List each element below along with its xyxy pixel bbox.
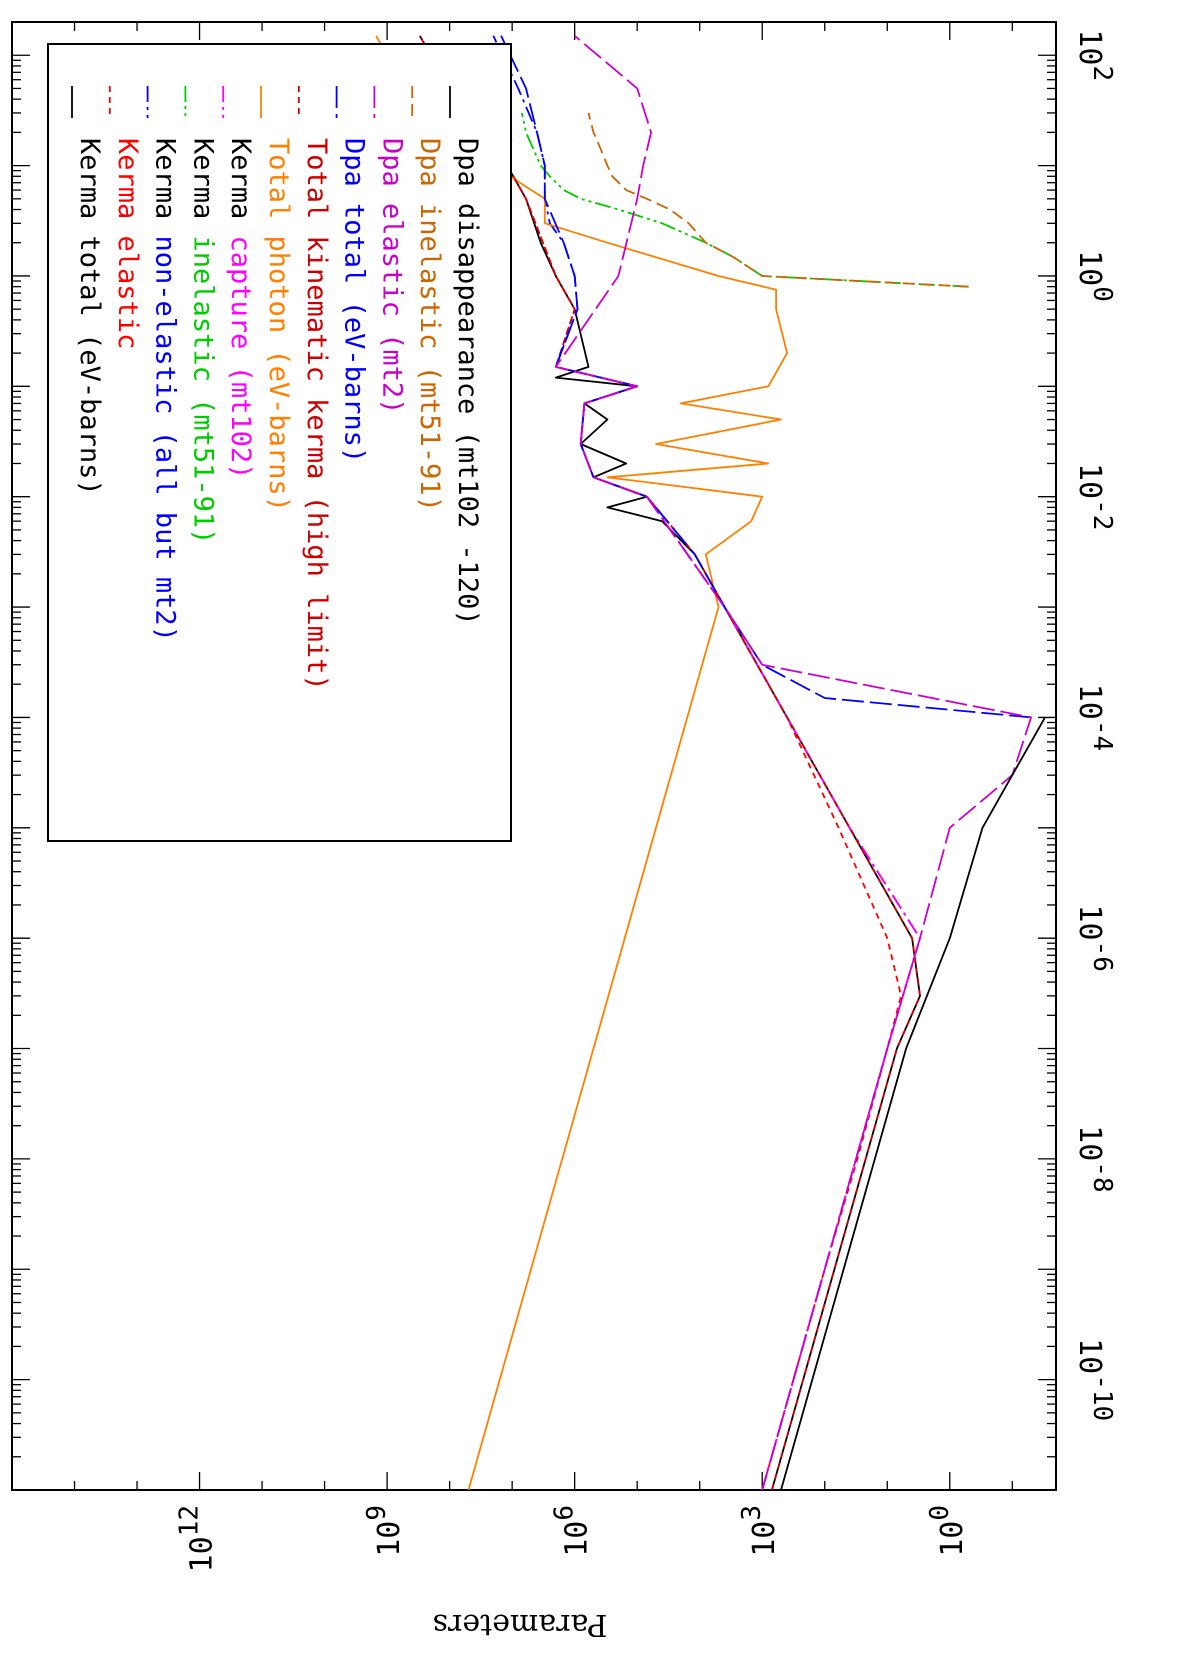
tick-marks (11, 21, 1056, 1491)
x-tick-label: 102 (1072, 29, 1117, 81)
y-tick-label: 109 (362, 1505, 407, 1557)
x-tick-label: 10-8 (1072, 1125, 1117, 1192)
series-line-9 (554, 35, 1032, 1490)
x-tick-labels: 10-10 10-8 10-6 10-4 10-2 100 102 (1072, 29, 1117, 1421)
plot-frame (11, 21, 1057, 1491)
x-tick-label: 10-10 (1072, 1338, 1117, 1421)
series-line-4 (520, 112, 969, 288)
series-layer (375, 35, 1046, 1490)
y-tick-label: 100 (925, 1505, 970, 1557)
legend-entry-5: Kerma capture (mt102) (225, 138, 256, 479)
legend-entry-4: Kerma inelastic (mt51-91) (187, 138, 218, 544)
series-line-5 (555, 366, 921, 1490)
x-tick-label: 10-4 (1072, 684, 1117, 751)
legend-entry-1: Kerma total (eV-barns) (74, 138, 105, 496)
legend-entry-2: Kerma elastic (112, 138, 143, 349)
series-line-8 (500, 35, 1032, 719)
legend-entry-8: Dpa total (eV-barns) (339, 138, 370, 463)
y-tick-labels: 100 103 106 109 1012 (175, 1505, 970, 1572)
legend-entry-7: Total kinematic kerma (high limit) (301, 138, 332, 691)
legend: Kerma total (eV-barns)Kerma elasticKerma… (47, 43, 512, 842)
x-tick-label: 10-2 (1072, 463, 1117, 530)
y-tick-label: 1012 (175, 1505, 220, 1572)
y-axis-title: Parameters (433, 1607, 608, 1642)
legend-entry-9: Dpa elastic (mt2) (376, 138, 407, 414)
series-line-3 (492, 35, 921, 1490)
series-line-10 (587, 112, 969, 288)
legend-entry-6: Total photon (eV-barns) (263, 138, 294, 512)
legend-box (47, 43, 512, 842)
x-tick-label: 100 (1072, 250, 1117, 302)
series-line-11 (780, 716, 1046, 1490)
legend-entry-11: Dpa disappearance (mt102 -120) (452, 138, 483, 626)
y-tick-label: 106 (550, 1505, 595, 1557)
x-tick-label: 10-6 (1072, 904, 1117, 971)
legend-entry-3: Kerma non-elastic (all but mt2) (150, 138, 181, 642)
y-tick-label: 103 (737, 1505, 782, 1557)
legend-entry-10: Dpa inelastic (mt51-91) (414, 138, 445, 512)
